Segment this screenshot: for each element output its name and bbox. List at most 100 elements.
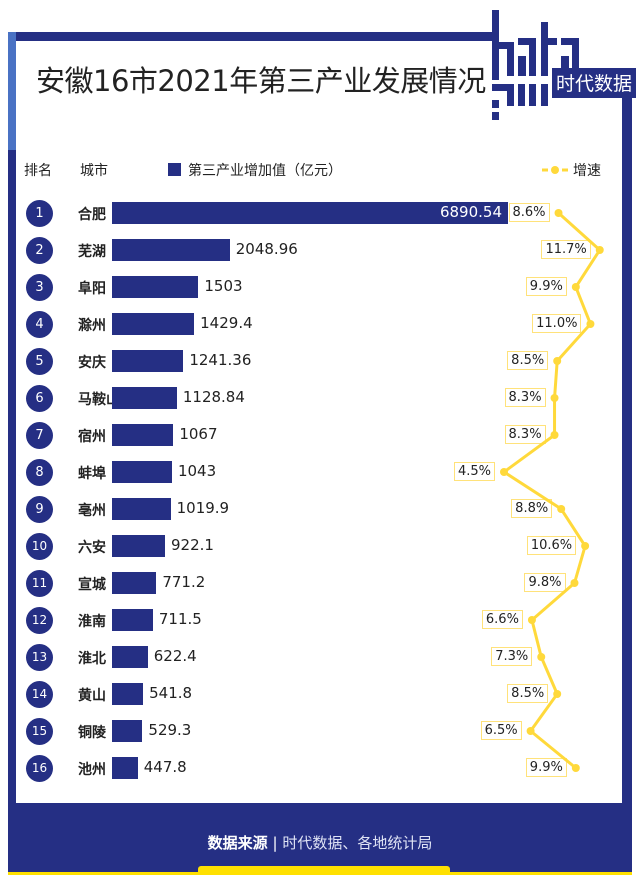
growth-value-label: 9.9%	[525, 277, 567, 296]
bar-value-label: 1019.9	[176, 499, 230, 517]
growth-point	[550, 431, 559, 439]
growth-point	[550, 394, 559, 402]
growth-point	[526, 727, 535, 735]
bar-value-label: 541.8	[149, 684, 193, 702]
rank-badge: 10	[26, 533, 53, 560]
city-label: 蚌埠	[78, 466, 106, 482]
growth-point	[500, 468, 508, 476]
bar-value-label: 771.2	[162, 573, 206, 591]
footer	[8, 803, 632, 872]
rank-badge: 9	[26, 496, 53, 523]
rank-badge: 3	[26, 274, 53, 301]
growth-value-label: 8.5%	[507, 684, 549, 703]
growth-point	[586, 320, 595, 328]
logo-brand: 时代数据	[556, 73, 632, 95]
bar	[112, 572, 157, 594]
growth-value-label: 9.8%	[524, 573, 566, 592]
bar	[112, 424, 174, 446]
bar	[112, 498, 171, 520]
bar-value-label: 2048.96	[235, 240, 298, 258]
growth-value-label: 8.3%	[504, 388, 546, 407]
bar-value-label: 447.8	[143, 758, 187, 776]
rank-badge: 8	[26, 459, 53, 486]
bar	[112, 757, 138, 779]
growth-point	[554, 209, 563, 217]
bar	[112, 683, 144, 705]
growth-point	[537, 653, 546, 661]
bar-value-label: 1128.84	[182, 388, 245, 406]
bar-value-label: 922.1	[170, 536, 214, 554]
datagoo-logo: 时代数据	[492, 10, 636, 120]
growth-value-label: 6.5%	[480, 721, 522, 740]
growth-value-label: 8.5%	[507, 351, 549, 370]
bar	[112, 609, 153, 631]
legend-bar-swatch	[168, 163, 181, 176]
rank-badge: 4	[26, 311, 53, 338]
growth-value-label: 11.0%	[532, 314, 582, 333]
growth-value-label: 8.3%	[504, 425, 546, 444]
rank-badge: 2	[26, 237, 53, 264]
bar-value-label: 1429.4	[200, 314, 253, 332]
footer-accent-tab	[198, 866, 450, 874]
growth-line	[501, 211, 602, 770]
bar-value-label: 711.5	[158, 610, 202, 628]
growth-value-label: 8.6%	[508, 203, 550, 222]
city-label: 六安	[78, 540, 106, 556]
frame-right	[622, 96, 632, 874]
bar	[112, 276, 199, 298]
header-rank: 排名	[24, 163, 52, 179]
growth-value-label: 11.7%	[541, 240, 591, 259]
city-label: 亳州	[78, 503, 106, 519]
bar-value-label: 1067	[179, 425, 218, 443]
bar-value-label: 622.4	[153, 647, 197, 665]
growth-value-label: 10.6%	[526, 536, 577, 555]
city-label: 马鞍山	[78, 392, 120, 408]
legend-line-swatch	[542, 166, 568, 174]
growth-point	[581, 542, 590, 550]
growth-point	[571, 764, 580, 772]
city-label: 宿州	[78, 429, 106, 445]
bar	[112, 646, 148, 668]
city-label: 池州	[78, 762, 106, 778]
city-label: 铜陵	[78, 725, 106, 741]
rank-badge: 12	[26, 607, 53, 634]
city-label: 宣城	[78, 577, 106, 593]
bar	[112, 239, 230, 261]
city-label: 阜阳	[78, 281, 106, 297]
rank-badge: 7	[26, 422, 53, 449]
source-text: 时代数据、各地统计局	[282, 834, 433, 852]
bar	[112, 202, 508, 224]
footer-accent-line	[8, 872, 632, 875]
source-label: 数据来源	[207, 834, 268, 852]
growth-point	[571, 283, 580, 291]
city-label: 芜湖	[78, 244, 106, 260]
growth-point	[595, 246, 604, 254]
growth-value-label: 8.8%	[511, 499, 553, 518]
rank-badge: 16	[26, 755, 53, 782]
rank-badge: 1	[26, 200, 53, 227]
rank-badge: 6	[26, 385, 53, 412]
city-label: 合肥	[78, 207, 106, 223]
bar-value-label: 6890.54	[439, 203, 502, 221]
bar	[112, 350, 184, 372]
bar-value-label: 529.3	[148, 721, 192, 739]
growth-point	[570, 579, 579, 587]
legend-bar-label: 第三产业增加值（亿元）	[188, 163, 342, 179]
source-note: 数据来源 | 时代数据、各地统计局	[0, 832, 640, 853]
bar	[112, 387, 177, 409]
bar	[112, 720, 143, 742]
rank-badge: 15	[26, 718, 53, 745]
rank-badge: 5	[26, 348, 53, 375]
frame-left-accent	[8, 32, 16, 150]
growth-point	[553, 357, 562, 365]
bar	[112, 535, 165, 557]
rank-badge: 13	[26, 644, 53, 671]
growth-point	[553, 690, 562, 698]
legend-line-label: 增速	[573, 163, 601, 179]
source-separator: |	[272, 834, 278, 852]
bar	[112, 461, 172, 483]
growth-point	[557, 505, 566, 513]
growth-value-label: 6.6%	[481, 610, 523, 629]
header-city: 城市	[80, 163, 108, 179]
